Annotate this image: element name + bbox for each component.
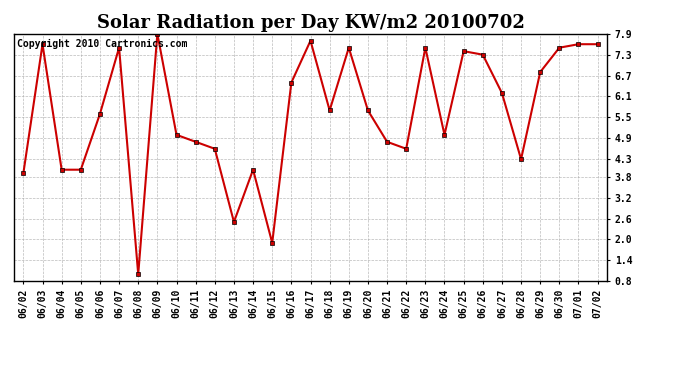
- Text: Copyright 2010 Cartronics.com: Copyright 2010 Cartronics.com: [17, 39, 187, 49]
- Title: Solar Radiation per Day KW/m2 20100702: Solar Radiation per Day KW/m2 20100702: [97, 14, 524, 32]
